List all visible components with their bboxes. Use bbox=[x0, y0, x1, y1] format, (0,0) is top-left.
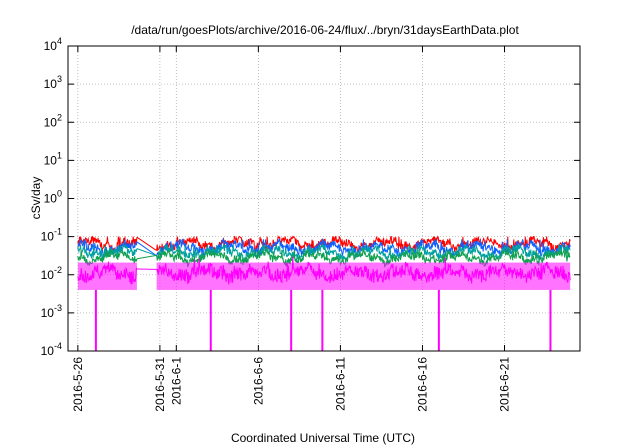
series-line bbox=[77, 244, 138, 261]
series-line bbox=[156, 248, 571, 269]
series-band bbox=[156, 262, 571, 290]
axes: 10-4 10-3 10-2 10-1 100 101 102 103 104 2016-5-26… bbox=[41, 36, 581, 412]
x-tick-label: 2016-6-6 bbox=[251, 357, 265, 405]
series-line bbox=[77, 235, 138, 254]
x-tick-label: 2016-6-11 bbox=[333, 357, 347, 411]
gap-connector bbox=[136, 241, 157, 257]
series-3 bbox=[77, 243, 571, 263]
series-5 bbox=[77, 256, 571, 351]
grid bbox=[68, 46, 580, 351]
y-tick-label: 104 bbox=[44, 36, 62, 53]
x-tick-label: 2016-6-1 bbox=[169, 357, 183, 405]
y-tick-label: 100 bbox=[44, 189, 62, 206]
y-axis-label: cSv/day bbox=[29, 177, 43, 220]
chart-title: /data/run/goesPlots/archive/2016-06-24/f… bbox=[131, 23, 519, 37]
y-tick-label: 103 bbox=[44, 74, 62, 91]
gap-connector bbox=[136, 236, 157, 252]
x-tick-label: 2016-6-21 bbox=[498, 357, 512, 412]
x-tick-label: 2016-6-16 bbox=[415, 357, 429, 412]
y-tick-label: 10-2 bbox=[41, 265, 62, 282]
y-tick-label: 101 bbox=[44, 150, 62, 167]
series-band bbox=[77, 262, 137, 290]
y-tick-label: 10-1 bbox=[41, 227, 62, 244]
gap-connector bbox=[136, 248, 157, 257]
y-tick-label: 102 bbox=[44, 112, 62, 129]
y-tick-label: 10-4 bbox=[41, 341, 62, 358]
x-axis-label: Coordinated Universal Time (UTC) bbox=[231, 431, 415, 445]
series-line bbox=[156, 243, 571, 263]
y-tick-label: 10-3 bbox=[41, 303, 62, 320]
x-tick-label: 2016-5-31 bbox=[153, 357, 167, 412]
gap-connector bbox=[136, 254, 157, 260]
x-tick-label: 2016-5-26 bbox=[71, 357, 85, 412]
series-group bbox=[77, 234, 571, 351]
